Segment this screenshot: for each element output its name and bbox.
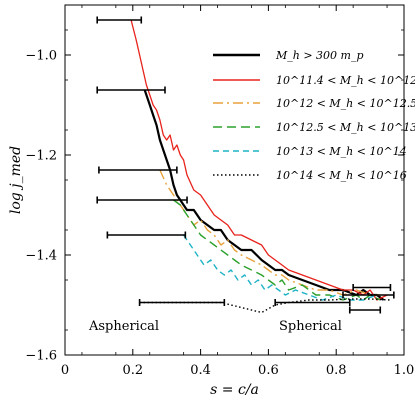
x-tick-label: 0.2 [122,363,143,378]
annotation-spherical: Spherical [279,319,342,334]
series-line-2 [130,19,388,301]
legend: M_h > 300 m_p 10^11.4 < M_h < 10^12 10^12 … [213,49,415,182]
y-tick-label: −1.6 [25,349,57,364]
y-axis-label: log j_med [8,146,24,214]
error-bar-8 [352,284,392,291]
error-bar-1 [96,16,143,24]
series-line-4 [173,199,381,301]
series-line-1 [143,89,385,301]
legend-label-3: 10^12 < M_h < 10^12.5 [276,97,415,110]
legend-label-1: M_h > 300 m_p [275,49,364,62]
y-tick-label: −1.4 [25,249,57,264]
error-bars [96,16,395,314]
y-tick-label: −1.0 [25,49,57,64]
series-line-5 [183,234,378,301]
error-bar-10 [348,306,382,314]
legend-label-4: 10^12.5 < M_h < 10^13 [276,121,415,134]
error-bar-7 [274,299,351,306]
plot-lines [130,19,391,314]
error-bar-2 [96,86,166,94]
annotation-aspherical: Aspherical [88,319,159,334]
error-bar-9 [342,291,395,299]
x-axis: 0 0.2 0.4 0.6 0.8 1.0 [61,5,414,378]
error-bar-4 [96,196,188,204]
legend-label-5: 10^13 < M_h < 10^14 [276,145,407,158]
x-tick-label: 0.8 [326,363,347,378]
error-bar-6 [138,299,226,306]
legend-label-6: 10^14 < M_h < 10^16 [276,169,407,182]
x-axis-label: s = c/a [210,382,259,398]
legend-label-2: 10^11.4 < M_h < 10^12 [276,74,415,87]
x-tick-label: 0.6 [258,363,279,378]
x-tick-label: 0 [61,363,69,378]
x-tick-label: 1.0 [394,363,415,378]
error-bar-5 [106,231,187,239]
y-tick-label: −1.2 [25,149,57,164]
y-axis: −1.0 −1.2 −1.4 −1.6 [25,29,404,364]
error-bar-3 [98,166,178,174]
x-tick-label: 0.4 [190,363,211,378]
